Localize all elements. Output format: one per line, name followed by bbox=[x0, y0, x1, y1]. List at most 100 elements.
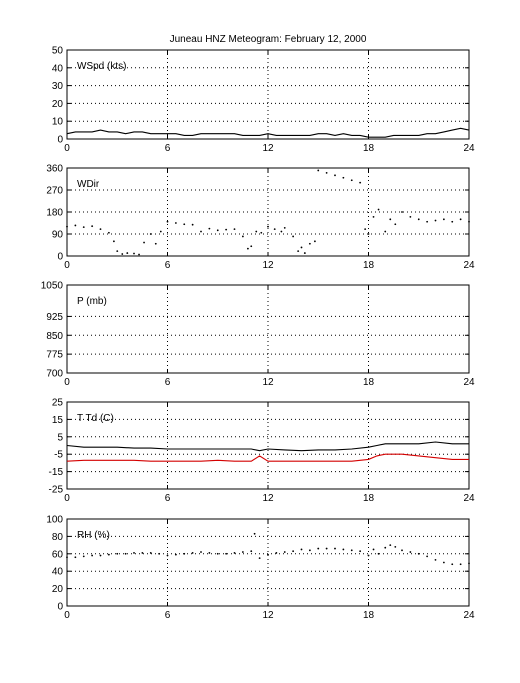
data-point bbox=[159, 230, 162, 233]
x-tick-label: 18 bbox=[363, 610, 375, 621]
data-point bbox=[417, 552, 420, 555]
data-point bbox=[442, 561, 445, 564]
x-tick-label: 0 bbox=[64, 493, 70, 504]
y-tick-label: 5 bbox=[57, 432, 63, 443]
data-point bbox=[253, 532, 256, 535]
plot-frame bbox=[66, 401, 470, 490]
data-point bbox=[417, 218, 420, 221]
data-point bbox=[267, 553, 269, 556]
data-point bbox=[258, 557, 261, 560]
x-tick-label: 24 bbox=[463, 260, 475, 271]
data-point bbox=[334, 174, 336, 177]
data-point bbox=[267, 225, 269, 228]
data-point bbox=[451, 563, 454, 566]
y-tick-label: 30 bbox=[52, 81, 64, 92]
data-point bbox=[273, 228, 276, 231]
y-tick-label: 25 bbox=[52, 398, 64, 409]
data-point bbox=[174, 553, 177, 556]
data-point bbox=[116, 250, 119, 253]
y-tick-label: 775 bbox=[46, 350, 63, 361]
series-line bbox=[66, 127, 470, 138]
data-point bbox=[99, 554, 102, 557]
data-point bbox=[107, 231, 110, 234]
data-point bbox=[82, 226, 85, 229]
data-point bbox=[451, 220, 454, 223]
y-tick-label: 1050 bbox=[41, 281, 64, 292]
data-point bbox=[91, 554, 94, 557]
panel-3: 0 6 12 18 24 700 775 850 925 1050 P (mb) bbox=[41, 281, 475, 389]
series-line bbox=[66, 453, 469, 462]
data-point bbox=[225, 228, 228, 231]
data-point bbox=[292, 235, 295, 238]
panel-4: 0 6 12 18 24 -25 -15 -5 5 15 25 T Td (C) bbox=[49, 398, 475, 505]
x-tick-label: 6 bbox=[165, 143, 171, 154]
x-tick-label: 18 bbox=[363, 260, 375, 271]
y-tick-label: 0 bbox=[57, 252, 63, 263]
data-point bbox=[133, 252, 135, 255]
data-point bbox=[384, 230, 387, 233]
data-point bbox=[91, 225, 94, 228]
y-tick-label: 850 bbox=[46, 331, 63, 342]
y-tick-label: -15 bbox=[49, 467, 64, 478]
data-point bbox=[283, 226, 286, 229]
data-point bbox=[233, 228, 236, 231]
y-tick-label: 360 bbox=[46, 164, 63, 175]
data-point bbox=[283, 551, 286, 553]
panel-2: 0 6 12 18 24 0 90 180 270 360 WDir bbox=[46, 164, 475, 272]
y-tick-label: 100 bbox=[46, 515, 63, 526]
x-tick-label: 12 bbox=[262, 493, 274, 504]
y-tick-label: 180 bbox=[46, 208, 63, 219]
data-point bbox=[174, 222, 177, 224]
data-point bbox=[468, 562, 470, 565]
data-point bbox=[154, 242, 157, 245]
data-point bbox=[350, 549, 353, 552]
data-point bbox=[334, 547, 336, 550]
data-point bbox=[121, 253, 124, 255]
data-point bbox=[275, 552, 278, 554]
data-point bbox=[225, 552, 228, 555]
data-point bbox=[124, 552, 127, 555]
x-tick-label: 12 bbox=[262, 260, 274, 271]
data-point bbox=[292, 550, 295, 553]
x-tick-label: 18 bbox=[363, 377, 375, 388]
panel-label: RH (%) bbox=[77, 530, 110, 541]
data-point bbox=[143, 241, 145, 244]
data-point bbox=[300, 548, 303, 551]
data-point bbox=[208, 552, 211, 554]
x-tick-label: 12 bbox=[262, 143, 274, 154]
data-point bbox=[250, 245, 253, 248]
data-point bbox=[442, 218, 445, 221]
data-point bbox=[308, 242, 311, 245]
data-point bbox=[241, 235, 244, 238]
data-point bbox=[401, 211, 403, 213]
y-tick-label: -25 bbox=[49, 485, 64, 496]
data-point bbox=[434, 219, 437, 222]
y-tick-label: 10 bbox=[52, 117, 64, 128]
data-point bbox=[74, 224, 77, 227]
data-point bbox=[74, 556, 77, 559]
series-line bbox=[66, 441, 469, 452]
y-tick-label: 40 bbox=[52, 63, 64, 74]
data-point bbox=[377, 552, 380, 555]
data-point bbox=[191, 223, 194, 226]
panel-label: P (mb) bbox=[77, 296, 107, 307]
data-point bbox=[233, 552, 236, 554]
y-tick-label: 0 bbox=[57, 602, 63, 613]
x-tick-label: 0 bbox=[64, 260, 70, 271]
data-point bbox=[133, 552, 135, 554]
data-point bbox=[325, 547, 328, 550]
plot-frame bbox=[66, 518, 470, 607]
x-tick-label: 0 bbox=[64, 377, 70, 388]
data-point bbox=[216, 552, 219, 555]
data-point bbox=[191, 552, 194, 554]
data-point bbox=[394, 223, 397, 226]
data-point bbox=[303, 252, 306, 254]
data-point bbox=[350, 179, 353, 182]
data-point bbox=[434, 558, 437, 561]
panel-label: WDir bbox=[77, 179, 100, 190]
y-tick-label: 20 bbox=[52, 99, 64, 110]
y-tick-label: 40 bbox=[52, 567, 64, 578]
data-point bbox=[426, 220, 429, 223]
y-tick-label: 925 bbox=[46, 312, 63, 323]
y-tick-label: 60 bbox=[52, 549, 64, 560]
